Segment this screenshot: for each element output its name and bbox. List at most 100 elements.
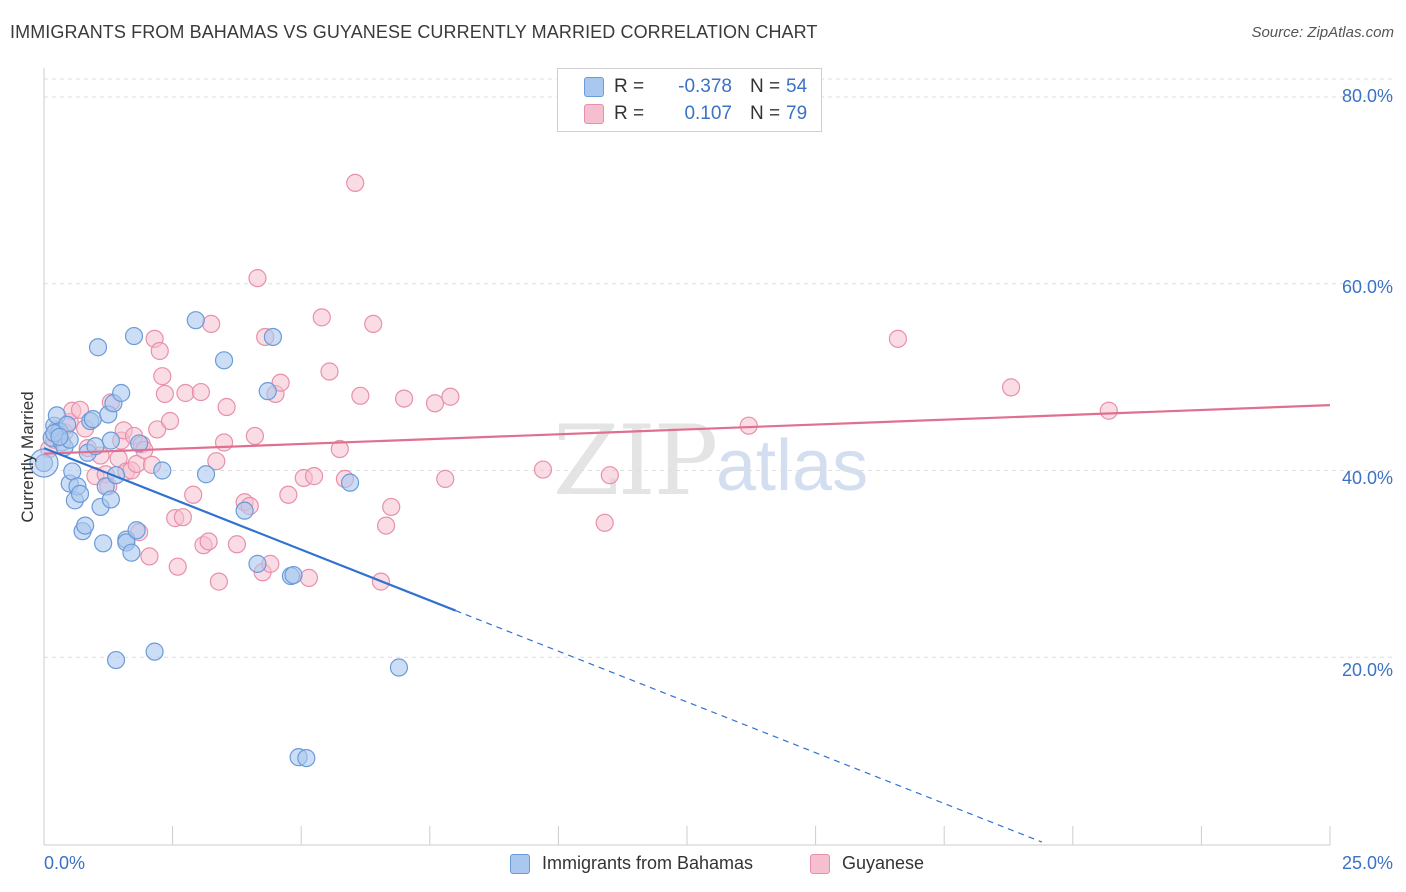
bahamas-point — [50, 427, 69, 446]
guyanese-point — [436, 469, 455, 489]
guyanese-point — [140, 547, 159, 566]
bahamas-point — [124, 326, 144, 346]
chart-title: IMMIGRANTS FROM BAHAMAS VS GUYANESE CURR… — [10, 22, 818, 42]
bahamas-point — [112, 383, 131, 403]
n-label: N = — [750, 103, 781, 124]
r-label: R = — [614, 76, 645, 97]
bahamas-point — [101, 490, 120, 509]
guyanese-point — [279, 485, 298, 504]
guyanese-point — [382, 497, 401, 517]
legend-row-guyanese: R = 0.107 N = 79 — [558, 100, 807, 128]
bahamas-point — [130, 434, 149, 453]
legend-label-guyanese: Guyanese — [842, 853, 925, 873]
guyanese-point — [271, 373, 290, 392]
guyanese-point — [312, 308, 331, 327]
guyanese-point — [207, 452, 226, 471]
r-label: R = — [614, 103, 645, 124]
guyanese-swatch — [584, 104, 604, 124]
bahamas-point — [76, 516, 95, 535]
guyanese-point — [304, 467, 324, 486]
guyanese-point — [214, 433, 234, 452]
guyanese-point — [595, 513, 614, 532]
x-tick-label-max: 25.0% — [1341, 853, 1393, 873]
bahamas-trend-extension — [455, 610, 1043, 843]
bahamas-point — [106, 466, 126, 485]
bahamas-point — [106, 650, 126, 670]
legend-row-bahamas: R = -0.378 N = 54 — [558, 73, 807, 101]
guyanese-point — [176, 383, 195, 403]
r-value: 0.107 — [684, 103, 732, 124]
guyanese-point — [148, 420, 167, 439]
guyanese-point — [346, 173, 365, 193]
guyanese-point — [245, 426, 265, 446]
bahamas-legend-swatch — [510, 853, 530, 874]
bahamas-point — [248, 554, 267, 573]
guyanese-point — [150, 341, 169, 361]
guyanese-point — [173, 508, 192, 527]
bahamas-point — [258, 382, 277, 401]
bahamas-point — [235, 501, 254, 520]
guyanese-point — [248, 269, 267, 288]
bahamas-point — [70, 484, 90, 503]
guyanese-point — [70, 400, 90, 419]
legend-item-guyanese[interactable]: Guyanese — [810, 853, 924, 874]
guyanese-point — [364, 314, 383, 334]
legend-item-bahamas[interactable]: Immigrants from Bahamas — [510, 853, 753, 874]
bahamas-point — [94, 534, 113, 553]
bahamas-point — [297, 748, 316, 768]
guyanese-point — [191, 382, 210, 402]
watermark-zip: ZIP — [553, 405, 718, 517]
guyanese-point — [209, 572, 228, 591]
bahamas-point — [153, 461, 172, 480]
guyanese-point — [330, 439, 349, 459]
guyanese-trend-line — [43, 404, 1331, 455]
correlation-legend: R = -0.378 N = 54 R = 0.107 N = 79 — [557, 68, 822, 132]
guyanese-point — [202, 314, 221, 334]
guyanese-point — [160, 411, 180, 431]
guyanese-point — [227, 535, 246, 554]
guyanese-point — [320, 362, 339, 381]
guyanese-point — [184, 485, 203, 504]
bahamas-point — [389, 658, 409, 677]
y-tick-label-20: 20.0% — [1341, 660, 1393, 680]
guyanese-point — [199, 532, 218, 551]
bahamas-point — [196, 465, 216, 484]
bahamas-point — [83, 410, 102, 429]
bahamas-trend-line — [43, 447, 456, 612]
bahamas-point — [122, 543, 141, 562]
r-value: -0.378 — [678, 76, 732, 97]
guyanese-point — [425, 394, 445, 413]
n-label: N = — [750, 76, 781, 97]
y-tick-label-80: 80.0% — [1341, 86, 1393, 106]
guyanese-point — [441, 387, 460, 406]
y-tick-label-60: 60.0% — [1341, 277, 1393, 297]
guyanese-point — [217, 397, 236, 417]
bahamas-point — [214, 351, 234, 370]
bahamas-point — [101, 431, 120, 450]
bahamas-point — [340, 473, 360, 492]
y-tick-label-40: 40.0% — [1341, 468, 1393, 488]
guyanese-point — [153, 367, 172, 386]
guyanese-point — [600, 466, 619, 485]
bahamas-swatch — [584, 77, 604, 97]
legend-label-bahamas: Immigrants from Bahamas — [542, 853, 754, 873]
n-value: 54 — [786, 76, 808, 97]
n-value: 79 — [786, 103, 808, 124]
guyanese-point — [394, 389, 414, 408]
guyanese-point — [351, 386, 370, 405]
guyanese-point — [155, 384, 174, 404]
y-axis-label: Currently Married — [18, 391, 37, 523]
bahamas-point — [127, 521, 146, 540]
bahamas-point — [145, 642, 164, 661]
watermark-atlas: atlas — [716, 426, 869, 506]
guyanese-legend-swatch — [810, 853, 830, 874]
guyanese-point — [1099, 401, 1118, 420]
guyanese-point — [1001, 378, 1021, 397]
bahamas-point — [263, 327, 283, 347]
guyanese-point — [299, 568, 319, 587]
guyanese-point — [533, 460, 553, 479]
bahamas-point — [88, 338, 108, 357]
guyanese-point — [888, 329, 908, 348]
guyanese-point — [376, 516, 396, 535]
